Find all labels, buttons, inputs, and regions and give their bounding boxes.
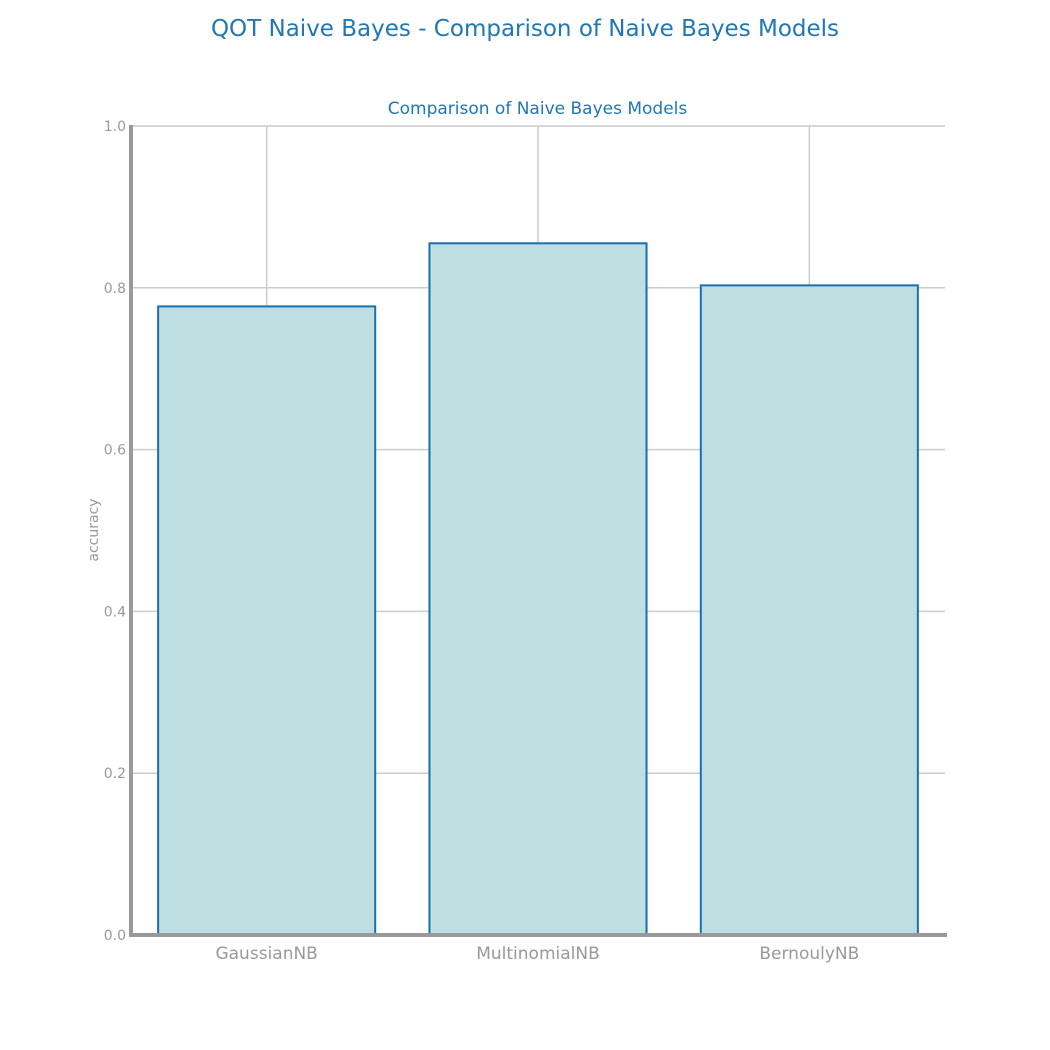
x-tick-label: BernoulyNB <box>759 944 859 964</box>
y-tick-labels: 0.0 0.2 0.4 0.6 0.8 1.0 <box>104 119 126 944</box>
y-axis-label: accuracy <box>86 498 102 561</box>
x-tick-label: GaussianNB <box>215 944 317 964</box>
y-tick-label: 0.6 <box>104 443 126 459</box>
bar-multinomialnb <box>428 242 648 936</box>
y-tick-label: 0.0 <box>104 928 126 944</box>
x-tick-label: MultinomialNB <box>476 944 600 964</box>
axes <box>129 125 947 937</box>
figure-title: QOT Naive Bayes - Comparison of Naive Ba… <box>210 16 840 42</box>
x-tick-labels: GaussianNB MultinomialNB BernoulyNB <box>215 944 859 964</box>
y-tick-label: 0.4 <box>104 604 126 620</box>
y-tick-label: 0.8 <box>104 281 126 297</box>
bar-gaussiannb <box>157 305 377 937</box>
y-tick-label: 0.2 <box>104 766 126 782</box>
y-tick-label: 1.0 <box>104 119 126 135</box>
bar-bernoulynb <box>699 284 919 936</box>
bars <box>157 242 919 937</box>
chart-title: Comparison of Naive Bayes Models <box>388 99 688 119</box>
